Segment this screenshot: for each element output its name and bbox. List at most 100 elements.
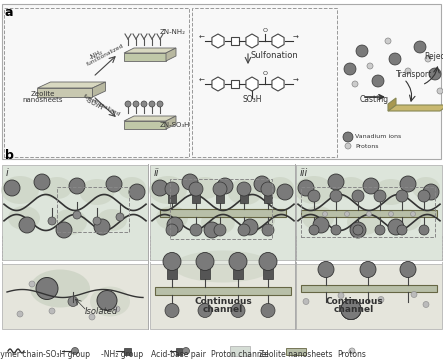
Polygon shape <box>124 121 166 129</box>
Text: ←: ← <box>199 35 205 41</box>
Ellipse shape <box>373 179 408 205</box>
Circle shape <box>331 225 341 235</box>
Bar <box>200 266 210 278</box>
Bar <box>231 37 239 45</box>
Ellipse shape <box>336 177 366 199</box>
Circle shape <box>183 348 190 355</box>
Text: channel: channel <box>203 305 243 314</box>
Text: Continuous: Continuous <box>325 297 383 306</box>
Text: Polymer chain: Polymer chain <box>0 350 43 359</box>
Text: functionalized: functionalized <box>82 93 121 117</box>
Text: Rejection: Rejection <box>424 52 443 61</box>
Ellipse shape <box>173 250 273 282</box>
Text: i: i <box>6 168 9 178</box>
Circle shape <box>350 222 366 238</box>
Circle shape <box>423 301 429 308</box>
Polygon shape <box>212 77 224 91</box>
Text: channel: channel <box>334 305 374 314</box>
Bar <box>124 348 131 355</box>
Polygon shape <box>93 82 105 97</box>
Circle shape <box>389 211 393 217</box>
Bar <box>2 264 148 329</box>
Circle shape <box>213 182 227 196</box>
Circle shape <box>198 304 212 317</box>
Circle shape <box>375 225 385 235</box>
Polygon shape <box>38 82 105 88</box>
Circle shape <box>116 213 124 221</box>
Circle shape <box>330 190 342 202</box>
Circle shape <box>163 253 181 270</box>
Polygon shape <box>124 53 166 61</box>
Circle shape <box>254 176 270 192</box>
Circle shape <box>378 297 384 302</box>
Bar <box>296 264 442 329</box>
Circle shape <box>344 63 356 75</box>
Ellipse shape <box>245 209 275 231</box>
Ellipse shape <box>190 177 220 199</box>
Circle shape <box>341 300 361 320</box>
Text: ZN-NH₂: ZN-NH₂ <box>160 29 186 35</box>
Bar <box>263 266 273 278</box>
Circle shape <box>328 174 344 190</box>
Circle shape <box>437 88 443 94</box>
Ellipse shape <box>228 179 263 205</box>
Ellipse shape <box>201 209 235 235</box>
Circle shape <box>349 348 355 354</box>
Circle shape <box>69 178 85 194</box>
Circle shape <box>423 184 439 200</box>
Circle shape <box>73 211 81 219</box>
Polygon shape <box>272 34 284 48</box>
Ellipse shape <box>266 177 294 199</box>
Text: Protons: Protons <box>355 143 378 149</box>
Circle shape <box>141 101 147 107</box>
Circle shape <box>231 304 245 317</box>
Circle shape <box>308 190 320 202</box>
Circle shape <box>343 132 353 142</box>
Circle shape <box>97 290 117 310</box>
Circle shape <box>229 253 247 270</box>
Text: O: O <box>263 71 268 76</box>
Circle shape <box>414 41 426 53</box>
Text: Zeolite: Zeolite <box>31 91 55 97</box>
Text: functionalized: functionalized <box>86 43 125 67</box>
Text: ZN-SO₃H: ZN-SO₃H <box>160 122 190 128</box>
Circle shape <box>313 217 329 233</box>
Bar <box>264 194 272 203</box>
Text: iii: iii <box>300 168 308 178</box>
Circle shape <box>385 38 391 44</box>
Circle shape <box>356 45 368 57</box>
Text: Continuous: Continuous <box>194 297 252 306</box>
Text: -SO₃H group: -SO₃H group <box>43 350 90 359</box>
Circle shape <box>353 225 363 235</box>
Circle shape <box>429 68 441 80</box>
Polygon shape <box>246 34 258 48</box>
Circle shape <box>397 225 407 235</box>
Circle shape <box>190 224 202 236</box>
Circle shape <box>114 306 120 312</box>
Circle shape <box>48 217 56 225</box>
Circle shape <box>237 182 251 196</box>
Text: Vanadium ions: Vanadium ions <box>355 135 401 139</box>
Circle shape <box>189 182 203 196</box>
Polygon shape <box>388 98 396 111</box>
Text: b: b <box>5 149 14 162</box>
Circle shape <box>425 56 431 62</box>
Polygon shape <box>166 48 176 61</box>
Bar <box>150 165 296 260</box>
Ellipse shape <box>42 177 72 199</box>
Polygon shape <box>272 77 284 91</box>
Ellipse shape <box>118 177 146 199</box>
Circle shape <box>367 63 373 69</box>
Bar <box>296 165 442 260</box>
Circle shape <box>303 298 309 305</box>
Circle shape <box>49 308 55 314</box>
Circle shape <box>152 180 168 196</box>
Circle shape <box>374 190 386 202</box>
Ellipse shape <box>90 286 130 317</box>
Circle shape <box>411 211 416 217</box>
Circle shape <box>129 184 145 200</box>
Ellipse shape <box>149 176 187 204</box>
Text: Sulfonation: Sulfonation <box>251 51 299 60</box>
Circle shape <box>363 178 379 194</box>
Text: nanosheets: nanosheets <box>23 97 63 103</box>
